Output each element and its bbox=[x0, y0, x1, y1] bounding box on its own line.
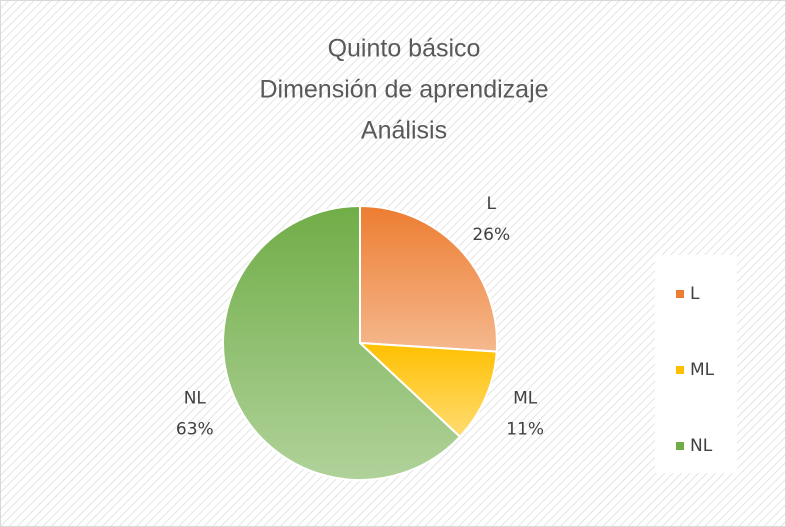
chart-title: Análisis bbox=[361, 117, 447, 145]
pie-slice bbox=[222, 204, 462, 481]
legend-label: ML bbox=[690, 360, 715, 380]
data-label: 11% bbox=[506, 419, 544, 439]
legend-box bbox=[655, 255, 737, 473]
data-label: 63% bbox=[176, 419, 214, 439]
data-label-name: L bbox=[486, 194, 496, 214]
data-label-name: NL bbox=[184, 388, 207, 408]
legend-swatch bbox=[676, 290, 684, 298]
data-label: 26% bbox=[472, 225, 510, 245]
pie-slice bbox=[357, 341, 498, 439]
legend-label: NL bbox=[690, 436, 713, 456]
chart-title: Dimensión de aprendizaje bbox=[259, 76, 548, 104]
pie-slice bbox=[359, 204, 498, 353]
data-label-name: ML bbox=[513, 388, 538, 408]
legend-label: L bbox=[690, 284, 700, 304]
legend-swatch bbox=[676, 366, 684, 374]
chart-title: Quinto básico bbox=[328, 35, 481, 63]
legend-swatch bbox=[676, 442, 684, 450]
